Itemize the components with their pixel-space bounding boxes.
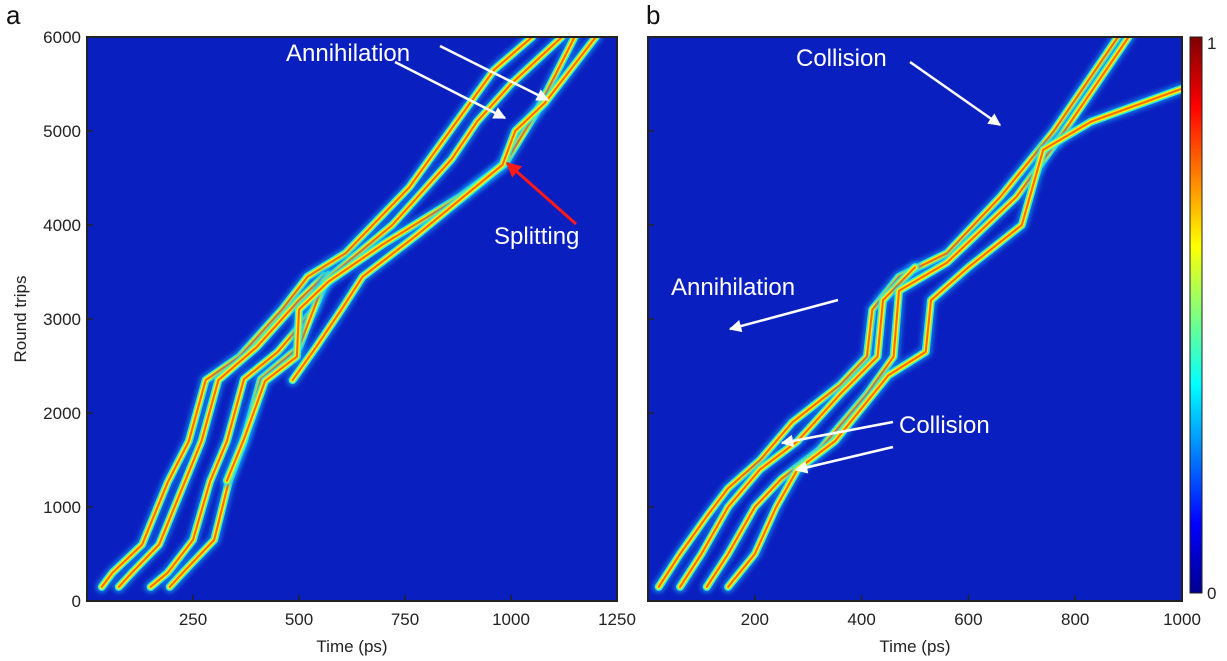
- annotation-annihilation-a: Annihilation: [286, 40, 410, 67]
- soliton-trace-a-2-layer-4: [117, 274, 326, 588]
- y-tick-label: 2000: [43, 404, 81, 423]
- panel-b: 200 400 600 800 1000 Time (ps) b Collision A…: [646, 0, 1201, 656]
- annotation-collision-b-bottom: Collision: [899, 412, 990, 439]
- x-tick-label: 800: [1061, 610, 1089, 629]
- arrow-collision-b-top: [909, 60, 1002, 127]
- y-axis-title-a: Round trips: [11, 276, 30, 363]
- arrow-annihilation-a-2: [439, 44, 550, 102]
- y-tick-label: 6000: [43, 28, 81, 47]
- annotation-annihilation-b: Annihilation: [671, 274, 795, 301]
- x-tick-label: 600: [954, 610, 982, 629]
- x-tick-label: 500: [285, 610, 313, 629]
- arrow-collision-b-bottom-1: [780, 420, 894, 448]
- x-tick-label: 1000: [492, 610, 530, 629]
- colorbar-label-max: 1: [1207, 34, 1216, 53]
- x-tick-label: 250: [179, 610, 207, 629]
- soliton-trace-a-6-layer-4: [291, 37, 597, 382]
- y-tick-label: 0: [72, 592, 81, 611]
- arrow-annihilation-a-1: [394, 60, 507, 120]
- panel-a: 0 1000 2000 3000 4000 5000 6000 250 500 750 1000 1…: [6, 0, 636, 656]
- annotation-collision-b-top: Collision: [796, 45, 887, 72]
- arrow-splitting-a: [505, 161, 577, 226]
- y-tick-label: 1000: [43, 498, 81, 517]
- x-axis-a: 250 500 750 1000 1250: [179, 595, 636, 629]
- annotation-splitting-a: Splitting: [494, 223, 579, 250]
- heatmap-background-b: [648, 37, 1182, 601]
- arrow-annihilation-b: [728, 298, 839, 333]
- panel-letter-b: b: [646, 0, 660, 30]
- x-tick-label: 1250: [598, 610, 636, 629]
- y-axis-a: 0 1000 2000 3000 4000 5000 6000: [43, 28, 93, 611]
- colorbar-gradient: [1189, 36, 1203, 594]
- x-axis-b: 200 400 600 800 1000: [648, 36, 1201, 629]
- arrow-collision-b-bottom-2: [794, 445, 894, 474]
- colorbar: 1 0: [1189, 34, 1216, 603]
- colorbar-label-min: 0: [1207, 584, 1216, 603]
- x-tick-label: 750: [391, 610, 419, 629]
- y-tick-label: 3000: [43, 310, 81, 329]
- x-tick-label: 200: [741, 610, 769, 629]
- x-tick-label: 400: [847, 610, 875, 629]
- x-axis-title-a: Time (ps): [316, 637, 387, 656]
- y-tick-label: 4000: [43, 216, 81, 235]
- y-tick-label: 5000: [43, 122, 81, 141]
- soliton-traces-a: [95, 37, 603, 594]
- panel-letter-a: a: [6, 0, 21, 30]
- soliton-trace-b-1-layer-4: [657, 37, 1119, 588]
- x-tick-label: 1000: [1163, 610, 1201, 629]
- x-axis-title-b: Time (ps): [879, 637, 950, 656]
- soliton-trace-b-4-layer-4: [727, 87, 1182, 588]
